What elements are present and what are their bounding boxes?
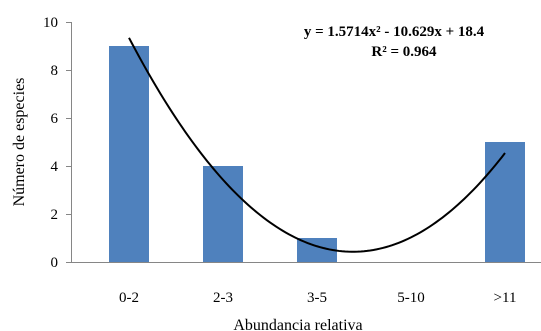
y-ticks-group: 0 2 4 6 8 10 xyxy=(43,15,71,271)
x-tick-label: >11 xyxy=(494,290,517,306)
x-tick-label: 5-10 xyxy=(397,290,425,306)
bar-1 xyxy=(109,46,149,262)
x-tick-label: 3-5 xyxy=(307,290,327,306)
y-tick-label: 10 xyxy=(43,15,58,31)
y-tick-label: 0 xyxy=(51,255,59,271)
x-axis-title: Abundancia relativa xyxy=(233,317,362,331)
bar-2 xyxy=(203,166,243,262)
trendline-curve xyxy=(128,37,506,253)
x-tick-label: 0-2 xyxy=(119,290,139,306)
y-tick-label: 4 xyxy=(51,159,59,175)
bars-group xyxy=(109,46,525,262)
y-axis-title: Número de especies xyxy=(11,78,28,207)
x-ticks-group: 0-2 2-3 3-5 5-10 >11 xyxy=(119,290,516,306)
r-squared-label: R² = 0.964 xyxy=(371,44,437,60)
y-tick-label: 2 xyxy=(51,207,59,223)
bar-5 xyxy=(485,142,525,262)
y-tick-label: 8 xyxy=(51,63,59,79)
x-tick-label: 2-3 xyxy=(213,290,233,306)
y-tick-label: 6 xyxy=(51,111,59,127)
trendline-equation: y = 1.5714x² - 10.629x + 18.4 xyxy=(304,24,485,40)
